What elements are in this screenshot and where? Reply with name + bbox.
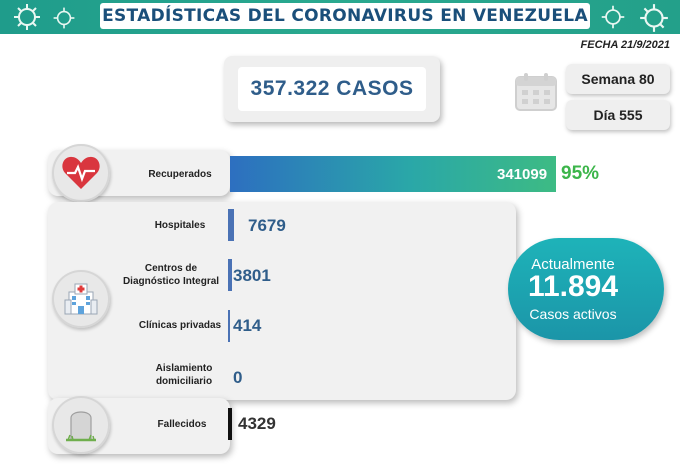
recovered-value: 341099 <box>497 166 548 183</box>
total-cases-card: 357.322 CASOS <box>224 56 440 122</box>
home-isolation-row-value: 0 <box>233 368 243 387</box>
tombstone-icon <box>52 396 110 454</box>
active-cases-bubble: Actualmente 11.894 Casos activos <box>508 238 664 340</box>
clinics-row-bar <box>228 310 230 342</box>
deaths-value: 4329 <box>238 414 276 433</box>
recovered-bar <box>230 156 556 192</box>
home-isolation-row-label: Aislamiento domiciliario <box>155 363 213 387</box>
calendar-icon <box>515 73 557 111</box>
hospitalization-card <box>48 202 516 400</box>
deaths-label: Fallecidos <box>157 419 207 430</box>
report-date: FECHA 21/9/2021 <box>580 39 670 51</box>
cdi-row-label: Centros de Diagnóstico Integral <box>122 263 220 287</box>
hospital-row-bar <box>228 209 234 241</box>
cdi-row-value: 3801 <box>233 266 271 285</box>
week-badge: Semana 80 <box>566 64 670 94</box>
hospital-icon <box>52 270 110 328</box>
total-cases: 357.322 CASOS <box>238 67 426 111</box>
recovered-percent: 95% <box>561 163 600 184</box>
hospital-row-label: Hospitales <box>154 220 206 231</box>
page-title: ESTADÍSTICAS DEL CORONAVIRUS EN VENEZUEL… <box>100 3 590 29</box>
active-cases-heading: Actualmente <box>531 256 615 273</box>
heart-icon <box>52 144 110 202</box>
day-badge: Día 555 <box>566 100 670 130</box>
active-cases-caption: Casos activos <box>529 306 617 322</box>
virus-icon <box>601 5 625 29</box>
virus-icon <box>14 4 40 30</box>
virus-icon <box>53 7 75 29</box>
hospital-row-value: 7679 <box>248 216 286 235</box>
active-cases-number: 11.894 <box>527 270 619 303</box>
clinics-row-label: Clínicas privadas <box>138 320 222 331</box>
virus-icon <box>640 4 668 32</box>
deaths-bar <box>228 408 232 440</box>
cdi-row-bar <box>228 259 232 291</box>
clinics-row-value: 414 <box>233 316 262 335</box>
recovered-label: Recuperados <box>148 169 212 180</box>
header-banner: ESTADÍSTICAS DEL CORONAVIRUS EN VENEZUEL… <box>0 0 680 34</box>
